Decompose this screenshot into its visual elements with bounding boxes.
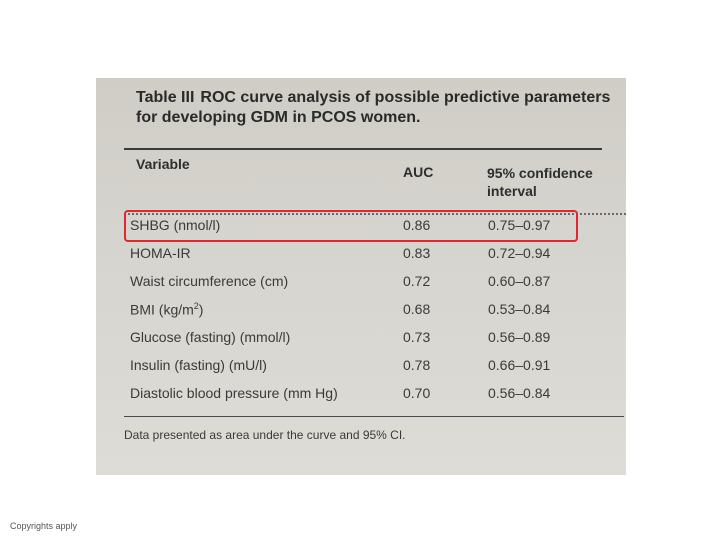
row-ci: 0.75–0.97 <box>488 217 551 233</box>
row-auc: 0.83 <box>403 245 431 261</box>
table-row: Insulin (fasting) (mU/l) 0.78 0.66–0.91 <box>130 352 600 380</box>
table-row: HOMA-IR 0.83 0.72–0.94 <box>130 240 600 268</box>
row-variable: SHBG (nmol/l) <box>130 217 221 233</box>
table-row: BMI (kg/m2) 0.68 0.53–0.84 <box>130 296 600 324</box>
row-variable: Insulin (fasting) (mU/l) <box>130 357 267 373</box>
row-ci: 0.53–0.84 <box>488 301 551 317</box>
row-ci: 0.66–0.91 <box>488 357 551 373</box>
row-ci: 0.56–0.84 <box>488 385 551 401</box>
row-variable: Diastolic blood pressure (mm Hg) <box>130 385 338 401</box>
row-auc: 0.70 <box>403 385 431 401</box>
row-variable: BMI (kg/m2) <box>130 301 204 318</box>
row-variable: HOMA-IR <box>130 245 191 261</box>
table-row: SHBG (nmol/l) 0.86 0.75–0.97 <box>130 212 600 240</box>
row-auc: 0.86 <box>403 217 431 233</box>
row-auc: 0.72 <box>403 273 431 289</box>
bottom-rule <box>124 416 624 417</box>
header-variable: Variable <box>136 156 190 172</box>
table-caption: Table III ROC curve analysis of possible … <box>136 88 616 128</box>
row-auc: 0.68 <box>403 301 431 317</box>
row-auc: 0.73 <box>403 329 431 345</box>
row-variable: Waist circumference (cm) <box>130 273 289 289</box>
table-row: Glucose (fasting) (mmol/l) 0.73 0.56–0.8… <box>130 324 600 352</box>
row-ci: 0.72–0.94 <box>488 245 551 261</box>
row-ci: 0.56–0.89 <box>488 329 551 345</box>
table-row: Diastolic blood pressure (mm Hg) 0.70 0.… <box>130 380 600 408</box>
table-number: Table III <box>136 89 195 106</box>
row-ci: 0.60–0.87 <box>488 273 551 289</box>
top-rule <box>124 148 602 150</box>
table-row: Waist circumference (cm) 0.72 0.60–0.87 <box>130 268 600 296</box>
table-title: ROC curve analysis of possible predictiv… <box>136 89 611 126</box>
header-auc: AUC <box>403 164 434 180</box>
copyright-notice: Copyrights apply <box>10 521 78 531</box>
header-divider <box>124 213 626 215</box>
row-variable: Glucose (fasting) (mmol/l) <box>130 329 291 345</box>
header-ci: 95% confidence interval <box>487 165 593 199</box>
row-auc: 0.78 <box>403 357 431 373</box>
table-photo: Table III ROC curve analysis of possible … <box>96 78 626 475</box>
table-footnote: Data presented as area under the curve a… <box>124 428 406 442</box>
highlight-box <box>124 210 578 242</box>
